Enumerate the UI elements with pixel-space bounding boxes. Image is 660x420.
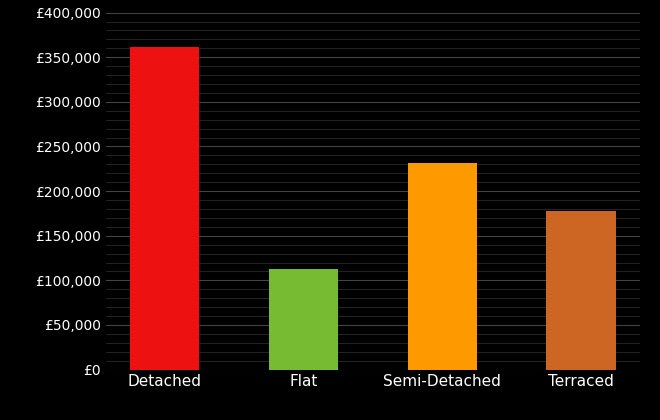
Bar: [546, 211, 616, 370]
Bar: [269, 269, 338, 370]
Bar: [130, 47, 199, 370]
Bar: [408, 163, 477, 370]
